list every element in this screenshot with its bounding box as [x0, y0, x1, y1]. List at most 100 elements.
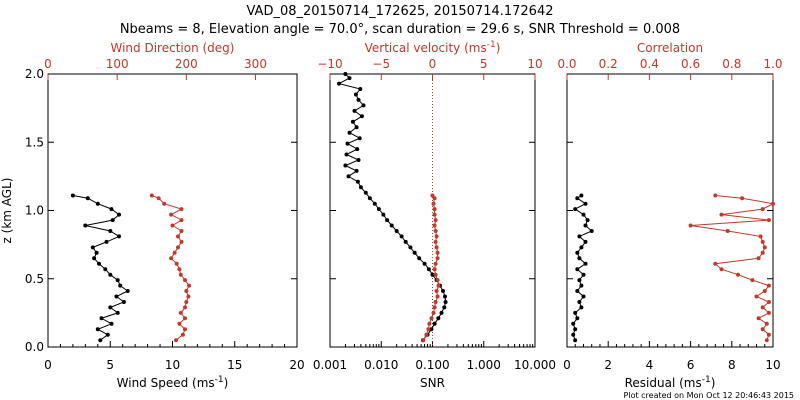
data-point-top: [421, 338, 426, 343]
data-point-top: [183, 316, 187, 321]
data-point-bottom: [358, 87, 363, 91]
data-point-bottom: [394, 229, 399, 233]
data-point-bottom: [117, 234, 121, 239]
data-point-bottom: [583, 239, 588, 244]
data-point-bottom: [346, 174, 351, 179]
data-point-top: [771, 201, 775, 206]
data-point-top: [433, 218, 438, 223]
x-tick-label-bottom: 6: [687, 358, 695, 372]
data-point-bottom: [443, 300, 448, 304]
data-point-bottom: [109, 207, 114, 212]
data-point-bottom: [575, 250, 580, 255]
data-point-bottom: [357, 136, 362, 141]
data-point-top: [433, 239, 438, 244]
data-point-bottom: [97, 261, 101, 266]
data-point-bottom: [352, 108, 357, 113]
data-point-top: [177, 267, 182, 272]
data-point-top: [435, 256, 440, 261]
data-point-top: [176, 245, 180, 250]
data-point-bottom: [429, 327, 434, 332]
data-point-top: [179, 207, 184, 212]
series-line-top: [151, 195, 190, 341]
data-point-bottom: [354, 125, 359, 130]
data-point-top: [180, 332, 185, 337]
data-point-top: [754, 294, 759, 299]
data-point-bottom: [573, 310, 578, 315]
data-point-top: [184, 300, 189, 304]
data-point-top: [435, 294, 440, 299]
series-line-bottom: [72, 195, 129, 341]
series-line-bottom: [572, 195, 593, 341]
data-point-top: [713, 261, 718, 266]
data-point-bottom: [356, 158, 361, 162]
data-point-bottom: [579, 245, 584, 250]
data-point-top: [750, 278, 755, 283]
x-tick-label-top: 0: [44, 57, 52, 71]
data-point-bottom: [115, 278, 120, 283]
data-point-top: [760, 250, 765, 255]
data-point-top: [434, 289, 439, 293]
data-point-bottom: [577, 256, 582, 261]
x-tick-label-top: 0: [429, 57, 437, 71]
data-point-top: [179, 218, 184, 223]
data-point-bottom: [581, 294, 586, 299]
series-line-bottom: [337, 73, 447, 341]
data-point-top: [183, 327, 187, 332]
data-point-bottom: [583, 201, 588, 206]
data-point-top: [433, 261, 438, 266]
y-axis-label: z (km AGL): [0, 178, 14, 244]
data-point-bottom: [403, 239, 408, 244]
data-point-bottom: [579, 305, 584, 310]
x-axis-label-top: Wind Direction (deg): [111, 41, 235, 55]
data-point-top: [174, 261, 179, 266]
data-point-top: [766, 300, 771, 304]
data-point-top: [756, 256, 761, 261]
data-point-bottom: [117, 212, 121, 217]
data-point-bottom: [343, 72, 348, 76]
data-point-bottom: [85, 196, 90, 201]
data-point-bottom: [361, 103, 366, 108]
data-point-top: [719, 212, 724, 217]
data-point-top: [429, 316, 434, 321]
series-line-top: [690, 195, 775, 341]
data-point-top: [436, 283, 441, 288]
x-tick-label-bottom: 0: [44, 358, 52, 372]
data-point-top: [736, 272, 740, 277]
data-point-top: [433, 300, 438, 304]
data-point-top: [172, 250, 177, 255]
data-point-top: [170, 223, 175, 228]
data-point-bottom: [422, 261, 427, 266]
x-tick-label-bottom: 2: [604, 358, 612, 372]
data-point-bottom: [581, 272, 586, 277]
data-point-top: [149, 193, 154, 198]
x-tick-label-top: 0.4: [640, 57, 659, 71]
data-point-bottom: [577, 278, 582, 283]
data-point-top: [424, 332, 429, 337]
data-point-top: [766, 332, 771, 337]
chart-title: VAD_08_20150714_172625, 20150714.172642: [247, 4, 554, 19]
data-point-bottom: [355, 147, 360, 152]
data-point-bottom: [585, 218, 590, 223]
data-point-top: [764, 321, 769, 326]
x-tick-label-bottom: 0: [563, 358, 571, 372]
data-point-bottom: [577, 300, 582, 304]
data-point-top: [427, 321, 432, 326]
data-point-top: [432, 267, 437, 272]
data-point-top: [179, 229, 184, 233]
data-point-bottom: [103, 267, 108, 272]
data-point-bottom: [345, 141, 350, 146]
data-point-bottom: [95, 327, 100, 332]
data-point-bottom: [105, 332, 110, 337]
data-point-bottom: [571, 332, 576, 337]
data-point-bottom: [389, 223, 394, 228]
data-point-bottom: [443, 294, 447, 299]
data-point-bottom: [430, 272, 435, 277]
x-tick-label-top: 0.0: [557, 57, 576, 71]
data-point-top: [432, 223, 437, 228]
data-point-bottom: [347, 130, 352, 135]
data-point-top: [762, 245, 767, 250]
data-point-bottom: [359, 114, 364, 119]
data-point-top: [179, 239, 184, 244]
x-tick-label-top: 300: [244, 57, 267, 71]
